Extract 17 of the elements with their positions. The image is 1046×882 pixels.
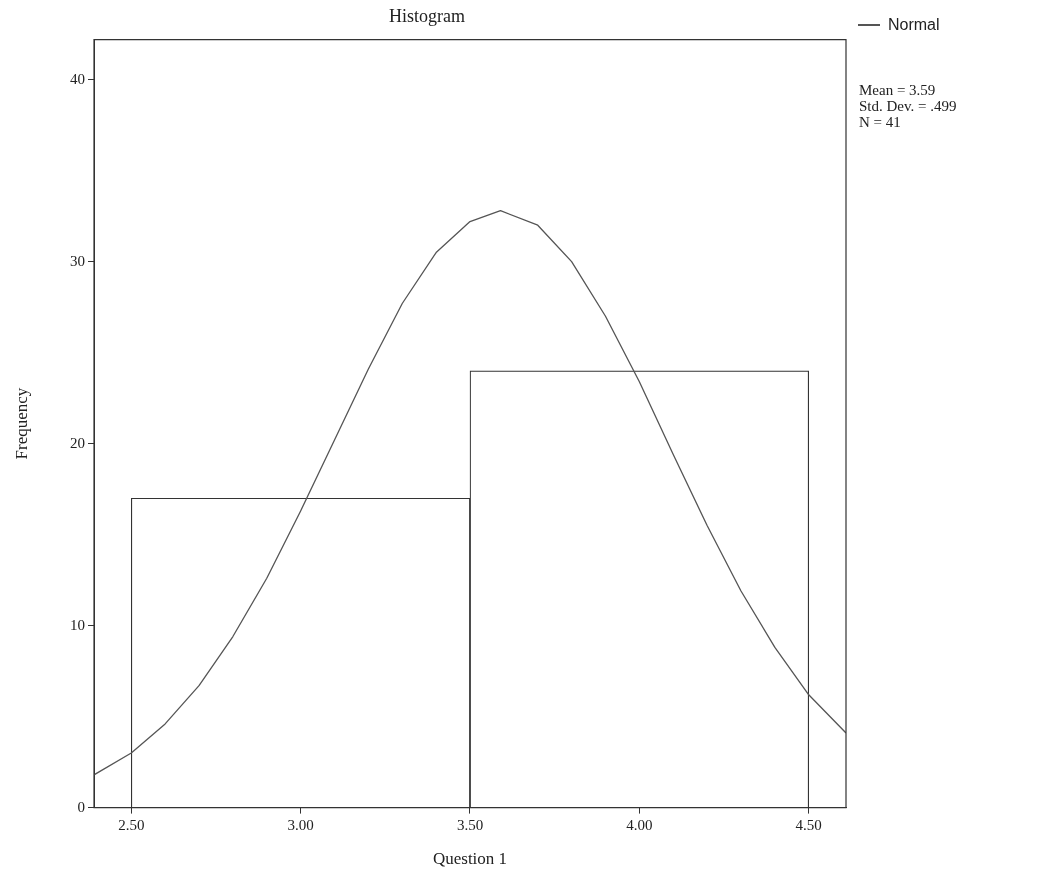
text: N = 41: [859, 114, 901, 131]
y-tick-label: 10: [70, 616, 85, 633]
y-tick-label: 20: [70, 434, 85, 451]
chart-title: Histogram: [389, 5, 465, 26]
text: Mean = 3.59: [859, 82, 936, 99]
y-tick-label: 30: [70, 252, 85, 269]
text: Std. Dev. = .499: [859, 98, 957, 115]
x-tick-label: 4.50: [795, 816, 822, 833]
x-tick-label: 3.00: [287, 816, 314, 833]
x-tick-label: 2.50: [118, 816, 145, 833]
y-tick-label: 40: [70, 70, 85, 87]
y-tick-label: 0: [77, 798, 85, 815]
legend-label: Normal: [888, 16, 940, 34]
x-tick-label: 3.50: [456, 816, 484, 833]
y-axis-title: Frequency: [11, 387, 31, 460]
x-axis-title: Question 1: [432, 849, 508, 869]
x-tick-label: 4.00: [626, 816, 653, 833]
